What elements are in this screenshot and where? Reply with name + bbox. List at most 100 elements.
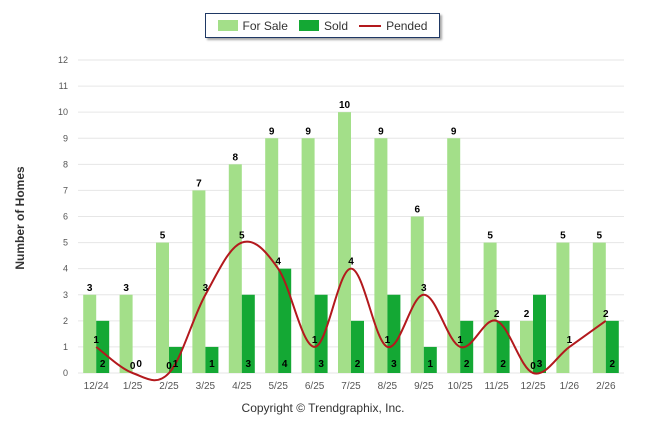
data-label-pended: 5 [239,231,245,242]
y-tick-label: 12 [58,55,68,65]
data-label-pended: 0 [130,361,136,372]
x-tick-label: 12/25 [520,381,545,392]
bar-sold [205,346,219,373]
x-tick-label: 2/26 [596,381,616,392]
y-tick-label: 5 [63,238,68,248]
data-label-for-sale: 3 [87,283,93,294]
data-label-for-sale: 5 [560,231,566,242]
x-tick-label: 10/25 [448,381,473,392]
data-label-sold: 2 [100,359,106,370]
bar-for-sale [119,294,133,373]
data-label-pended: 2 [494,309,500,320]
bar-for-sale [83,294,97,373]
x-tick-label: 11/25 [484,381,509,392]
data-label-for-sale: 10 [339,100,351,111]
bar-sold [241,294,255,373]
data-label-sold: 0 [136,359,142,370]
bar-for-sale [592,242,606,373]
bar-sold [314,294,328,373]
data-label-pended: 1 [457,335,463,346]
x-tick-label: 9/25 [414,381,434,392]
bar-sold [496,320,510,373]
data-label-pended: 3 [203,283,209,294]
bar-for-sale [556,242,570,373]
data-label-sold: 1 [428,359,434,370]
data-label-for-sale: 5 [487,231,493,242]
data-label-pended: 1 [93,335,99,346]
data-label-pended: 1 [567,335,573,346]
data-label-sold: 2 [610,359,616,370]
data-label-pended: 0 [166,361,172,372]
bar-for-sale [192,190,206,373]
data-label-sold: 2 [464,359,470,370]
y-tick-label: 0 [63,368,68,378]
y-tick-label: 7 [63,185,68,195]
copyright-footer: Copyright © Trendgraphix, Inc. [241,401,405,415]
data-label-for-sale: 7 [196,178,202,189]
x-tick-label: 1/25 [123,381,143,392]
bar-for-sale [520,320,533,373]
y-tick-label: 11 [59,81,68,91]
bar-sold [423,346,437,373]
data-label-pended: 1 [385,335,391,346]
bar-sold [533,294,546,373]
data-label-sold: 4 [282,359,288,370]
y-axis-label: Number of Homes [13,166,27,270]
data-label-for-sale: 5 [597,231,603,242]
y-tick-label: 4 [63,264,68,274]
legend-swatch-sold [298,20,319,31]
x-tick-label: 4/25 [232,381,252,392]
y-tick-label: 3 [63,290,68,300]
bar-for-sale [265,138,279,373]
data-label-sold: 3 [318,359,324,370]
data-label-for-sale: 5 [160,231,166,242]
bar-sold [169,346,182,373]
data-label-sold: 1 [209,359,215,370]
data-label-for-sale: 2 [524,309,530,320]
x-tick-label: 1/26 [560,381,580,392]
bar-sold [387,294,401,373]
data-label-pended: 2 [603,309,609,320]
data-label-sold: 3 [537,359,543,370]
x-tick-label: 8/25 [378,381,398,392]
x-tick-label: 12/24 [84,381,109,392]
pended-series-line [95,240,607,382]
x-tick-label: 5/25 [268,381,288,392]
bar-sold [96,320,110,373]
y-tick-label: 9 [63,133,68,143]
data-label-for-sale: 9 [305,126,311,137]
data-label-sold: 2 [500,359,506,370]
data-label-for-sale: 6 [415,205,421,216]
data-label-sold: 2 [355,359,361,370]
legend-swatch-for-sale [217,20,238,31]
bar-for-sale [301,138,315,373]
bar-for-sale [156,242,169,373]
data-label-sold: 1 [173,359,179,370]
y-tick-label: 8 [63,159,68,169]
chart-legend: For Sale Sold Pended [205,13,440,38]
legend-item-pended[interactable]: Pended [359,19,427,33]
data-label-pended: 4 [275,257,281,268]
data-label-for-sale: 8 [233,152,239,163]
x-tick-label: 3/25 [196,381,216,392]
bar-for-sale [228,164,242,373]
y-tick-label: 2 [63,316,68,326]
bar-for-sale [374,138,388,373]
data-label-for-sale: 3 [123,283,129,294]
legend-label-pended: Pended [386,18,428,33]
data-label-pended: 0 [530,361,536,372]
data-label-pended: 4 [348,257,354,268]
legend-item-sold[interactable]: Sold [298,19,348,33]
legend-label-for-sale: For Sale [242,18,288,33]
y-tick-label: 1 [63,342,68,352]
data-label-sold: 3 [391,359,397,370]
legend-item-for-sale[interactable]: For Sale [217,18,288,33]
bar-for-sale [483,242,497,373]
bar-sold [278,268,292,373]
data-label-for-sale: 9 [269,126,275,137]
data-label-for-sale: 9 [378,126,384,137]
legend-swatch-pended [359,24,382,27]
data-label-pended: 3 [421,283,427,294]
bar-for-sale [447,138,461,373]
